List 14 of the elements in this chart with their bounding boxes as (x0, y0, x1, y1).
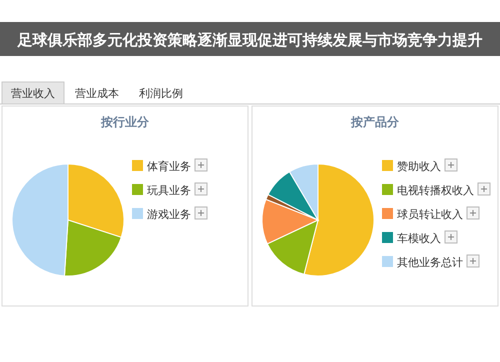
legend-label: 球员转让收入 (397, 208, 463, 221)
text: 足球俱乐部多元化投资策略逐渐显现促进可持续发展与市场竞争力提升 (16, 31, 482, 49)
text: 营业收入 (11, 87, 55, 100)
text: 营业成本 (75, 87, 119, 100)
legend-label: 其他业务总计 (397, 256, 463, 269)
legend-label: 玩具业务 (147, 184, 191, 197)
legend-label: 电视转播权收入 (397, 184, 474, 197)
text: 利润比例 (139, 87, 183, 100)
text: 按产品分 (350, 115, 400, 129)
legend-label: 赞助收入 (397, 160, 441, 173)
legend-label: 车模收入 (397, 232, 441, 245)
legend-label: 游戏业务 (147, 208, 191, 221)
legend-label: 体育业务 (147, 160, 191, 173)
chart-title: 按行业分 (100, 115, 150, 129)
